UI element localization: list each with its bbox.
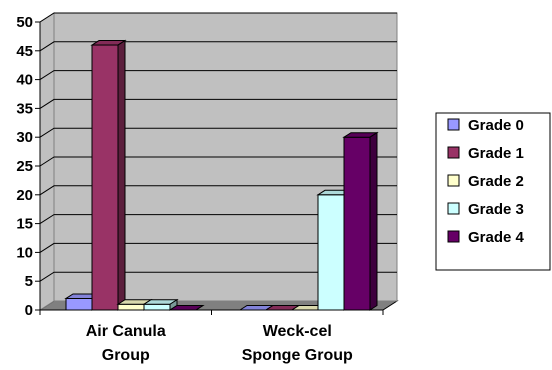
legend-label: Grade 4	[468, 229, 525, 246]
bar-side	[195, 305, 204, 311]
y-tick-label: 0	[25, 302, 33, 319]
gridline	[39, 12, 397, 23]
y-tick-label: 25	[16, 158, 33, 175]
bar-grade-1	[90, 39, 127, 311]
legend-swatch	[447, 202, 460, 215]
x-category-label: Weck-cel Sponge Group	[242, 323, 353, 364]
bar-grade-4	[342, 131, 379, 311]
bar-grade-3	[142, 298, 179, 311]
bar-front	[91, 44, 119, 311]
y-tick-label: 20	[16, 187, 33, 204]
bar-side	[117, 39, 126, 311]
gridline	[39, 70, 397, 81]
legend-label: Grade 1	[468, 145, 524, 162]
gridline	[39, 214, 397, 225]
y-tick-label: 15	[16, 216, 33, 233]
y-tick-label: 45	[16, 43, 33, 60]
gridline	[39, 127, 397, 138]
gridline	[39, 185, 397, 196]
legend-swatch	[447, 230, 460, 243]
bar-front	[143, 303, 171, 311]
gridline	[39, 98, 397, 109]
bar-grade-4	[168, 305, 205, 311]
gridline	[39, 271, 397, 282]
y-tick-labels: 0 5 10 15 20 25 30 35 40 45 50	[16, 14, 40, 319]
legend-label: Grade 2	[468, 173, 524, 190]
bar-side	[369, 131, 378, 311]
legend-swatch	[447, 174, 460, 187]
x-category-labels: Air Canula Group Weck-cel Sponge Group	[86, 323, 353, 364]
x-category-label: Air Canula Group	[86, 323, 166, 364]
legend-label: Grade 0	[468, 117, 524, 134]
legend-swatch	[447, 146, 460, 159]
y-tick-label: 40	[16, 72, 33, 89]
bar-front	[343, 136, 371, 311]
gridline	[39, 242, 397, 253]
y-tick-label: 35	[16, 100, 33, 117]
bar-front	[65, 297, 93, 311]
y-tick-label: 10	[16, 244, 33, 261]
gridline	[39, 41, 397, 52]
gridlines	[39, 12, 397, 282]
legend-label: Grade 3	[468, 201, 524, 218]
y-tick-label: 5	[25, 273, 33, 290]
legend: Grade 0 Grade 1 Grade 2 Grade 3 Grade 4	[435, 112, 551, 271]
y-tick-label: 50	[16, 14, 33, 31]
bars	[64, 39, 379, 311]
bar-front	[117, 303, 145, 311]
y-tick-label: 30	[16, 129, 33, 146]
legend-box	[435, 112, 551, 271]
bar-front	[317, 194, 345, 311]
gridline	[39, 156, 397, 167]
legend-swatch	[447, 118, 460, 131]
